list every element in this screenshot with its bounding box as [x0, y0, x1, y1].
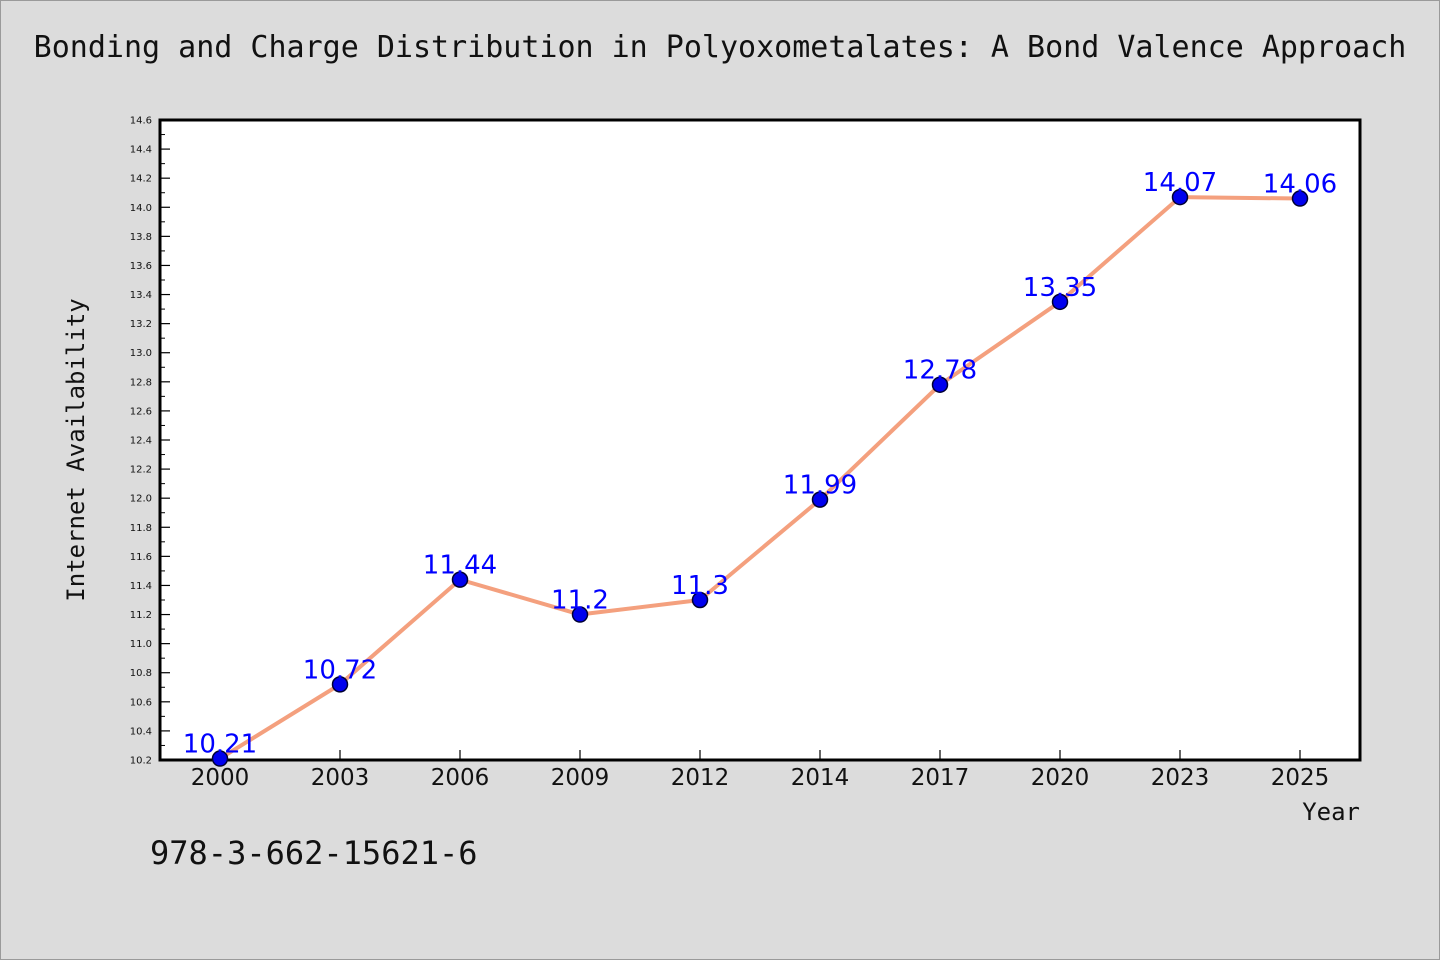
data-point-marker	[1291, 190, 1309, 207]
y-tick-label: 13.4	[130, 290, 152, 301]
data-point-marker	[691, 591, 709, 609]
data-point-label: 14.07	[1143, 168, 1217, 198]
x-tick-label: 2000	[191, 765, 250, 791]
data-point-label: 13.35	[1023, 273, 1097, 303]
x-tick-label: 2003	[311, 765, 370, 791]
series-line	[218, 195, 1301, 761]
data-point-marker	[811, 491, 829, 508]
chart-title: Bonding and Charge Distribution in Polyo…	[33, 30, 1407, 65]
data-point-label: 14.06	[1263, 170, 1337, 200]
y-tick-label: 14.0	[130, 203, 152, 214]
data-point-marker	[331, 676, 349, 693]
y-tick-label: 12.4	[130, 436, 152, 447]
y-tick-label: 11.0	[130, 639, 152, 650]
y-tick-label: 10.4	[130, 726, 152, 737]
data-point-label: 11.3	[671, 571, 729, 601]
isbn-text: 978-3-662-15621-6	[150, 834, 478, 872]
y-tick-label: 13.0	[130, 348, 152, 359]
y-tick-label: 12.2	[130, 465, 152, 476]
data-point-marker	[1051, 293, 1069, 311]
y-tick-label: 14.4	[130, 145, 152, 156]
data-point-label: 10.72	[303, 655, 377, 685]
plot-area	[158, 118, 1362, 762]
x-tick-label: 2017	[911, 765, 970, 791]
x-tick-label: 2012	[671, 765, 730, 791]
y-tick-label: 10.2	[130, 756, 152, 767]
data-point-label: 11.99	[783, 471, 857, 501]
data-point-label: 11.2	[551, 586, 609, 616]
y-tick-label: 13.8	[130, 232, 152, 243]
data-point-label: 10.21	[183, 730, 257, 760]
y-tick-label: 12.0	[130, 494, 152, 505]
y-tick-label: 12.6	[130, 406, 152, 417]
y-tick-label: 10.6	[130, 697, 152, 708]
data-point-marker	[211, 750, 229, 767]
x-tick-label: 2009	[551, 765, 610, 791]
x-axis-label: Year	[1302, 798, 1360, 826]
y-tick-label: 14.6	[130, 116, 152, 127]
y-tick-label: 14.2	[130, 174, 152, 185]
x-tick-label: 2006	[431, 765, 490, 791]
y-tick-label: 13.2	[130, 319, 152, 330]
y-tick-label: 11.4	[130, 581, 152, 592]
y-tick-label: 11.6	[130, 552, 152, 563]
data-point-label: 11.44	[423, 551, 497, 581]
y-axis-label: Internet Availability	[62, 298, 90, 601]
x-tick-label: 2020	[1031, 765, 1090, 791]
y-tick-label: 10.8	[130, 668, 152, 679]
data-point-label: 12.78	[903, 356, 977, 386]
y-tick-label: 11.8	[130, 523, 152, 534]
y-tick-label: 12.8	[130, 377, 152, 388]
data-point-marker	[931, 376, 949, 393]
data-point-marker	[571, 606, 589, 623]
x-tick-label: 2023	[1151, 765, 1210, 791]
x-tick-label: 2014	[791, 765, 850, 791]
data-point-marker	[451, 571, 469, 588]
x-tick-label: 2025	[1271, 765, 1330, 791]
y-tick-label: 13.6	[130, 261, 152, 272]
y-tick-label: 11.2	[130, 610, 152, 621]
data-point-marker	[1171, 188, 1189, 206]
